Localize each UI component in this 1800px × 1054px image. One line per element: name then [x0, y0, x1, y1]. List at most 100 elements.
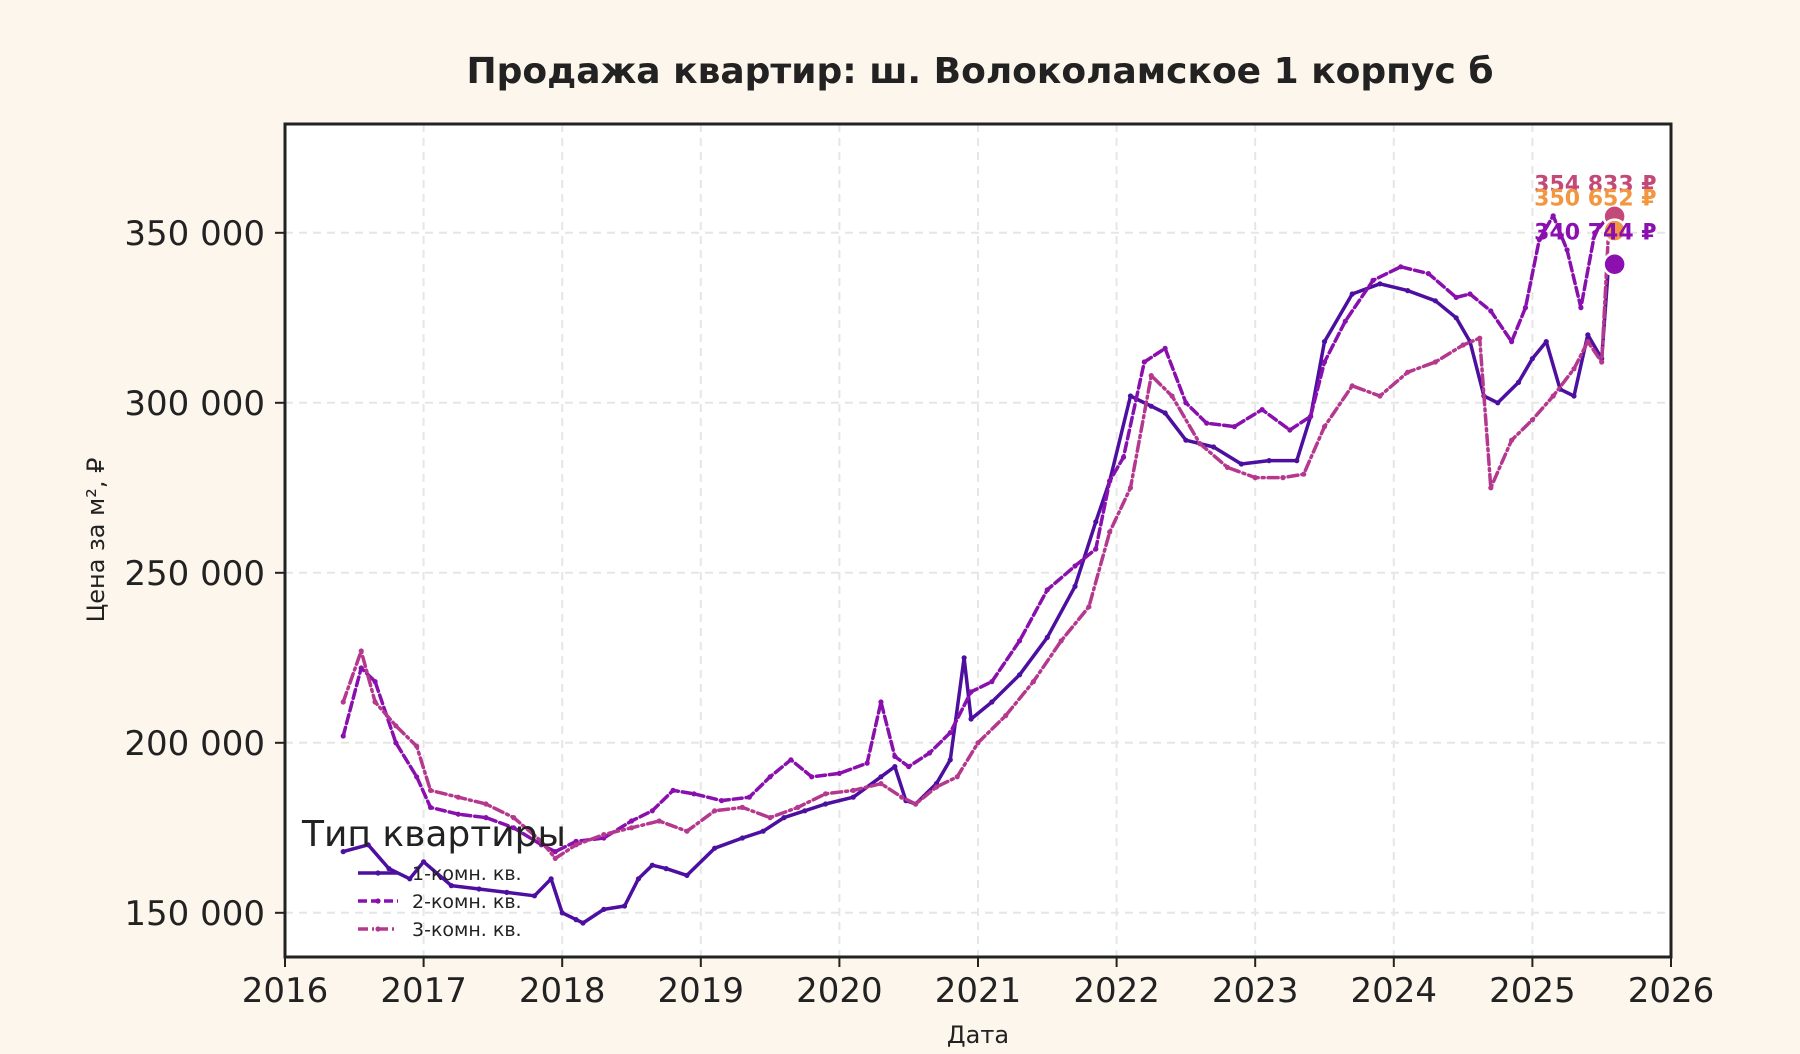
data-point — [1432, 298, 1438, 304]
data-point — [822, 801, 829, 807]
series-3 — [340, 227, 1612, 862]
x-tick-label: 2020 — [796, 971, 883, 1011]
annotation-layer: 354 833 ₽350 652 ₽ 340 744 ₽ — [1534, 172, 1656, 245]
data-point — [947, 757, 953, 763]
data-point — [372, 679, 378, 685]
data-point — [1016, 672, 1023, 678]
data-point — [1432, 359, 1438, 365]
data-point — [1536, 237, 1542, 243]
data-point — [1287, 427, 1293, 433]
data-point — [1571, 366, 1577, 372]
value-annotation: 350 652 ₽ — [1534, 187, 1656, 212]
x-tick-label: 2016 — [242, 971, 329, 1011]
data-point — [531, 893, 538, 899]
legend-items: 1-комн. кв. 2-комн. кв. 3-комн. кв. — [358, 863, 522, 941]
data-point — [1252, 475, 1258, 481]
data-point — [746, 794, 752, 800]
data-point — [1127, 393, 1134, 399]
data-point — [878, 699, 884, 705]
data-point — [628, 825, 635, 831]
data-point — [1585, 339, 1591, 345]
data-point — [386, 866, 392, 872]
data-point — [1377, 393, 1383, 399]
data-point — [1453, 315, 1459, 321]
data-point — [1529, 417, 1535, 423]
x-tick-label: 2017 — [380, 971, 467, 1011]
data-point — [878, 774, 884, 780]
data-point — [1259, 407, 1265, 413]
data-point — [548, 876, 554, 882]
x-tick-label: 2026 — [1628, 971, 1715, 1011]
data-point — [822, 791, 829, 797]
data-point — [372, 699, 378, 705]
data-point — [933, 784, 940, 790]
data-point — [635, 876, 642, 882]
data-point — [393, 723, 399, 729]
x-tick-label: 2025 — [1489, 971, 1576, 1011]
x-tick-label: 2021 — [935, 971, 1022, 1011]
data-point — [1148, 403, 1154, 409]
data-point — [691, 791, 697, 797]
data-point — [1550, 393, 1556, 399]
data-point — [1425, 271, 1432, 277]
series-2 — [340, 213, 1612, 855]
data-point — [1148, 373, 1154, 379]
y-tick-label: 150 000 — [124, 894, 265, 934]
data-point — [427, 804, 434, 811]
data-point — [358, 665, 364, 671]
data-point — [1301, 471, 1307, 477]
legend-item: 2-комн. кв. — [358, 891, 522, 913]
value-annotation: 340 744 ₽ — [1534, 220, 1656, 245]
data-point — [1141, 359, 1147, 365]
data-point — [601, 832, 607, 838]
data-point — [1321, 424, 1328, 430]
data-point — [1550, 213, 1556, 219]
chart-title: Продажа квартир: ш. Волоколамское 1 корп… — [466, 51, 1493, 92]
data-point — [573, 917, 579, 923]
series-layer — [340, 213, 1612, 926]
data-point — [1204, 420, 1210, 426]
legend-item: 3-комн. кв. — [358, 919, 522, 941]
data-point — [1197, 441, 1203, 447]
legend-marker — [375, 898, 381, 904]
data-point — [1030, 679, 1037, 685]
data-point — [1266, 458, 1272, 464]
data-point — [892, 764, 898, 770]
data-point — [580, 920, 586, 926]
y-tick-label: 350 000 — [124, 214, 265, 254]
legend-label: 2-комн. кв. — [412, 891, 522, 913]
data-point — [340, 699, 346, 705]
data-point — [1183, 400, 1189, 406]
data-point — [538, 838, 545, 845]
data-point — [1522, 305, 1529, 311]
y-tick-label: 200 000 — [124, 724, 265, 764]
data-point — [1231, 424, 1238, 430]
legend-label: 1-комн. кв. — [412, 863, 522, 885]
data-point — [421, 859, 427, 865]
data-point — [1564, 247, 1570, 253]
data-point — [455, 811, 461, 817]
data-point — [1405, 288, 1411, 294]
data-point — [1515, 379, 1522, 385]
data-point — [1321, 339, 1328, 345]
data-point — [511, 815, 517, 821]
data-point — [739, 804, 745, 811]
data-point — [989, 679, 995, 685]
x-axis: 2016 2017 2018 2019 2020 2021 2022 2023 2024 2025… — [242, 957, 1715, 1011]
data-point — [1072, 563, 1078, 569]
data-point — [1280, 475, 1286, 481]
legend-item: 1-комн. кв. — [358, 863, 522, 885]
data-point — [781, 815, 787, 821]
data-point — [913, 801, 919, 807]
y-tick-label: 300 000 — [124, 384, 265, 424]
data-point — [836, 770, 843, 777]
data-point — [1016, 638, 1023, 644]
data-point — [476, 886, 482, 892]
data-point — [628, 818, 635, 824]
data-point — [1460, 342, 1466, 348]
data-point — [809, 774, 815, 780]
data-point — [559, 910, 565, 916]
x-tick-label: 2024 — [1351, 971, 1438, 1011]
